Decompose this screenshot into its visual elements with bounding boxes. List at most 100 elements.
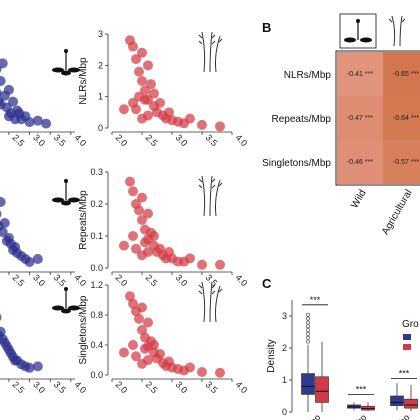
x-tick-label: 3.5 bbox=[204, 379, 220, 395]
data-point bbox=[140, 237, 150, 248]
scatter-wild-repeats: 2.5 3.0 3.5 4.0 bbox=[0, 197, 88, 288]
x-tick-label: 3.0 bbox=[31, 272, 47, 288]
data-point bbox=[215, 259, 225, 270]
heatmap-frame bbox=[335, 50, 420, 186]
data-point bbox=[149, 231, 159, 241]
data-point bbox=[134, 313, 144, 324]
arabidopsis-icon bbox=[52, 179, 80, 206]
data-point bbox=[128, 186, 138, 197]
panel-label-b: B bbox=[262, 20, 271, 35]
outlier-point bbox=[306, 339, 310, 344]
outlier-point bbox=[306, 328, 310, 332]
data-point bbox=[215, 121, 225, 132]
data-point bbox=[197, 367, 207, 377]
y-tick-label: 3 bbox=[282, 311, 287, 321]
data-point bbox=[197, 119, 207, 130]
wheat-icon bbox=[388, 15, 406, 47]
y-tick-label: 1 bbox=[282, 375, 287, 385]
x-tick-label: 2.5 bbox=[144, 272, 160, 288]
data-point bbox=[143, 60, 153, 71]
y-tick-label: 0.4 bbox=[90, 340, 103, 350]
data-point bbox=[143, 247, 153, 257]
data-point bbox=[1, 341, 12, 352]
x-tick-label: 4.0 bbox=[72, 379, 88, 395]
x-tick-label: 4.0 bbox=[234, 272, 250, 288]
outlier-point bbox=[306, 312, 310, 317]
box-body bbox=[301, 373, 315, 395]
data-point bbox=[128, 340, 138, 350]
data-point bbox=[128, 41, 138, 52]
x-tick-label: 2.0 bbox=[114, 272, 130, 288]
data-point bbox=[119, 104, 129, 115]
data-point bbox=[0, 197, 6, 207]
heatmap-cell bbox=[337, 52, 383, 96]
heatmap-cell-label: -0.57 *** bbox=[393, 159, 419, 166]
data-point bbox=[215, 367, 225, 378]
data-point bbox=[137, 192, 147, 203]
significance-label: *** bbox=[399, 368, 410, 378]
y-tick-label: 1.2 bbox=[90, 280, 103, 290]
wheat-icon bbox=[198, 175, 223, 217]
data-point bbox=[3, 84, 14, 95]
x-tick-label: 3.5 bbox=[52, 379, 68, 395]
data-point bbox=[125, 176, 135, 187]
x-tick-label: 4.0 bbox=[234, 132, 250, 148]
data-point bbox=[143, 110, 153, 121]
y-tick-label: 2 bbox=[98, 60, 103, 70]
data-point bbox=[119, 240, 129, 251]
data-point bbox=[137, 215, 147, 225]
legend-title: Gro bbox=[402, 319, 419, 330]
data-point bbox=[128, 298, 138, 309]
data-point bbox=[143, 208, 153, 219]
heatmap-cell-label: -0.65 *** bbox=[393, 71, 419, 78]
y-tick-label: 0.3 bbox=[90, 167, 103, 177]
y-axis-label: Density bbox=[266, 339, 277, 372]
y-tick-label: 0.0 bbox=[90, 263, 103, 273]
y-axis-label: Repeats/Mbp bbox=[78, 190, 89, 250]
legend-swatch bbox=[403, 334, 411, 340]
panel-label-c: C bbox=[262, 276, 272, 291]
data-point bbox=[140, 85, 150, 96]
legend-swatch bbox=[403, 344, 411, 350]
data-point bbox=[128, 97, 138, 108]
x-tick-label: 4.0 bbox=[72, 132, 88, 148]
y-tick-label: 2 bbox=[282, 343, 287, 353]
y-tick-label: 3 bbox=[98, 29, 103, 39]
x-tick-label: 2.5 bbox=[10, 132, 26, 148]
data-point bbox=[32, 361, 43, 372]
scatter-wild-nlrs: 2.5 3.0 3.5 4.0 bbox=[0, 58, 88, 148]
y-tick-label: 0 bbox=[98, 123, 103, 133]
data-point bbox=[10, 355, 21, 366]
data-point bbox=[185, 113, 195, 124]
outlier-point bbox=[306, 316, 310, 321]
wheat-icon bbox=[198, 31, 223, 73]
data-point bbox=[125, 291, 135, 302]
box-body bbox=[404, 398, 418, 409]
data-point bbox=[8, 96, 19, 107]
data-point bbox=[41, 118, 52, 129]
significance-label: *** bbox=[310, 295, 321, 305]
data-point bbox=[137, 47, 147, 58]
outlier-point bbox=[306, 332, 310, 336]
heatmap-cell-label: -0.47 *** bbox=[347, 115, 373, 122]
data-point bbox=[155, 349, 165, 359]
x-tick-label: /Mbp bbox=[390, 412, 411, 420]
y-tick-label: 0 bbox=[282, 407, 287, 417]
x-tick-label: 3.5 bbox=[52, 272, 68, 288]
heatmap-panel-b: -0.41 *** -0.65 *** NLRs/Mbp -0.47 *** -0.64… bbox=[262, 50, 420, 237]
data-point bbox=[0, 76, 6, 86]
heatmap-row-label: Singletons/Mbp bbox=[262, 158, 331, 169]
x-tick-label: 2.0 bbox=[114, 132, 130, 148]
data-point bbox=[134, 91, 144, 102]
heatmap-cell-label: -0.46 *** bbox=[347, 159, 373, 166]
data-point bbox=[164, 356, 174, 367]
x-tick-label: /Mbp bbox=[347, 412, 368, 420]
data-point bbox=[185, 362, 195, 373]
data-point bbox=[32, 254, 43, 264]
scatter-wild-singletons: 2.5 3.0 3.5 4.0 bbox=[0, 313, 88, 395]
box-body bbox=[390, 395, 404, 406]
scatter-agri-nlrs: 2.0 2.5 3.0 3.5 4.0 0 1 2 3 NLRs/Mbp bbox=[78, 29, 250, 148]
heatmap-cell bbox=[383, 140, 420, 184]
arabidopsis-icon bbox=[52, 287, 80, 314]
